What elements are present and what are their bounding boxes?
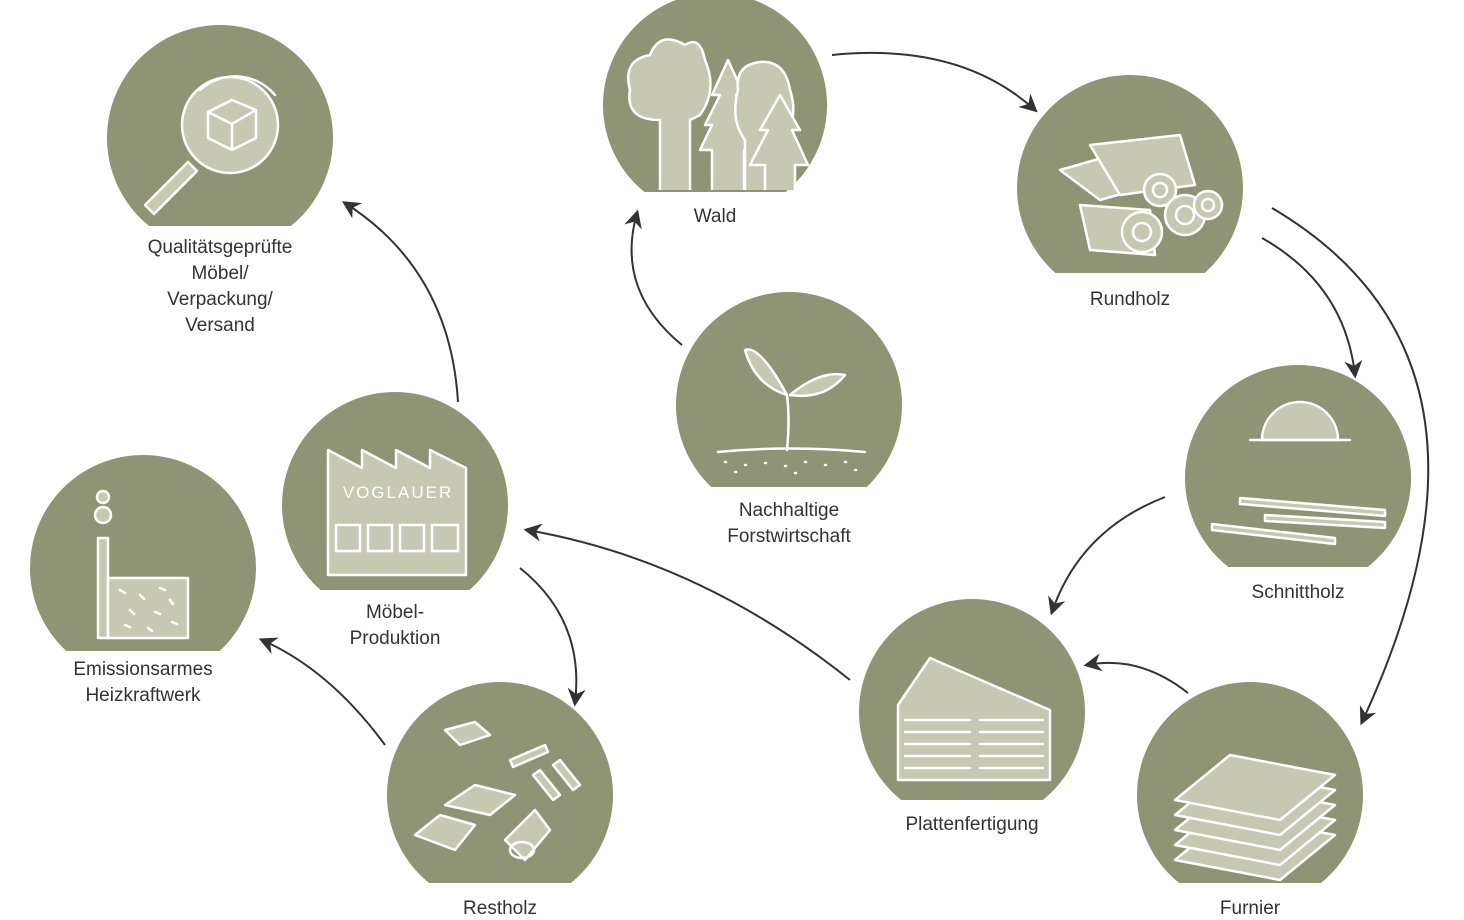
arrow <box>341 201 459 403</box>
labels: Wald Rundholz Schnittholz Furnier Plattenfer… <box>73 206 1344 919</box>
logs-icon <box>1058 133 1224 257</box>
node-circle <box>30 455 257 651</box>
node-label: Versand <box>185 315 255 336</box>
node-label: Qualitätsgeprüfte <box>148 237 293 258</box>
node-circle <box>1184 365 1411 567</box>
node-label: Verpackung/ <box>167 289 273 310</box>
arrow <box>1048 496 1166 616</box>
node-label: Möbel- <box>366 602 424 623</box>
hall-icon <box>896 656 1052 782</box>
plant-icon <box>93 489 190 640</box>
arrow <box>1083 653 1189 694</box>
magnifier-icon <box>143 75 280 216</box>
node-label: Restholz <box>463 898 537 919</box>
node-label: Plattenfertigung <box>905 814 1038 835</box>
node-label: Schnittholz <box>1252 582 1345 603</box>
arrow <box>624 209 683 346</box>
node-circle <box>675 291 902 487</box>
node-label: Furnier <box>1220 898 1281 919</box>
node-label: Emissionsarmes <box>73 659 212 680</box>
arrow <box>519 567 586 707</box>
sprout-icon <box>716 348 867 475</box>
icons: VOGLAUER <box>93 38 1387 882</box>
trees-icon <box>627 38 810 190</box>
node-label: Wald <box>694 206 737 227</box>
node-label: Produktion <box>350 628 441 649</box>
arrows <box>258 51 1430 746</box>
node-label: Nachhaltige <box>739 500 839 521</box>
scrap-icon <box>413 720 582 862</box>
node-label: Möbel/ <box>191 263 249 284</box>
factory-icon: VOGLAUER <box>326 448 468 577</box>
arrow <box>831 51 1038 113</box>
node-label: Heizkraftwerk <box>85 685 201 706</box>
arrow <box>1271 207 1430 726</box>
saw-icon <box>1210 400 1387 546</box>
node-label: Rundholz <box>1090 289 1170 310</box>
arrow <box>1261 237 1363 379</box>
arrow <box>523 523 851 681</box>
factory-sign: VOGLAUER <box>343 483 453 502</box>
arrow <box>258 637 386 746</box>
veneer-icon <box>1173 753 1337 882</box>
node-label: Forstwirtschaft <box>727 526 851 547</box>
